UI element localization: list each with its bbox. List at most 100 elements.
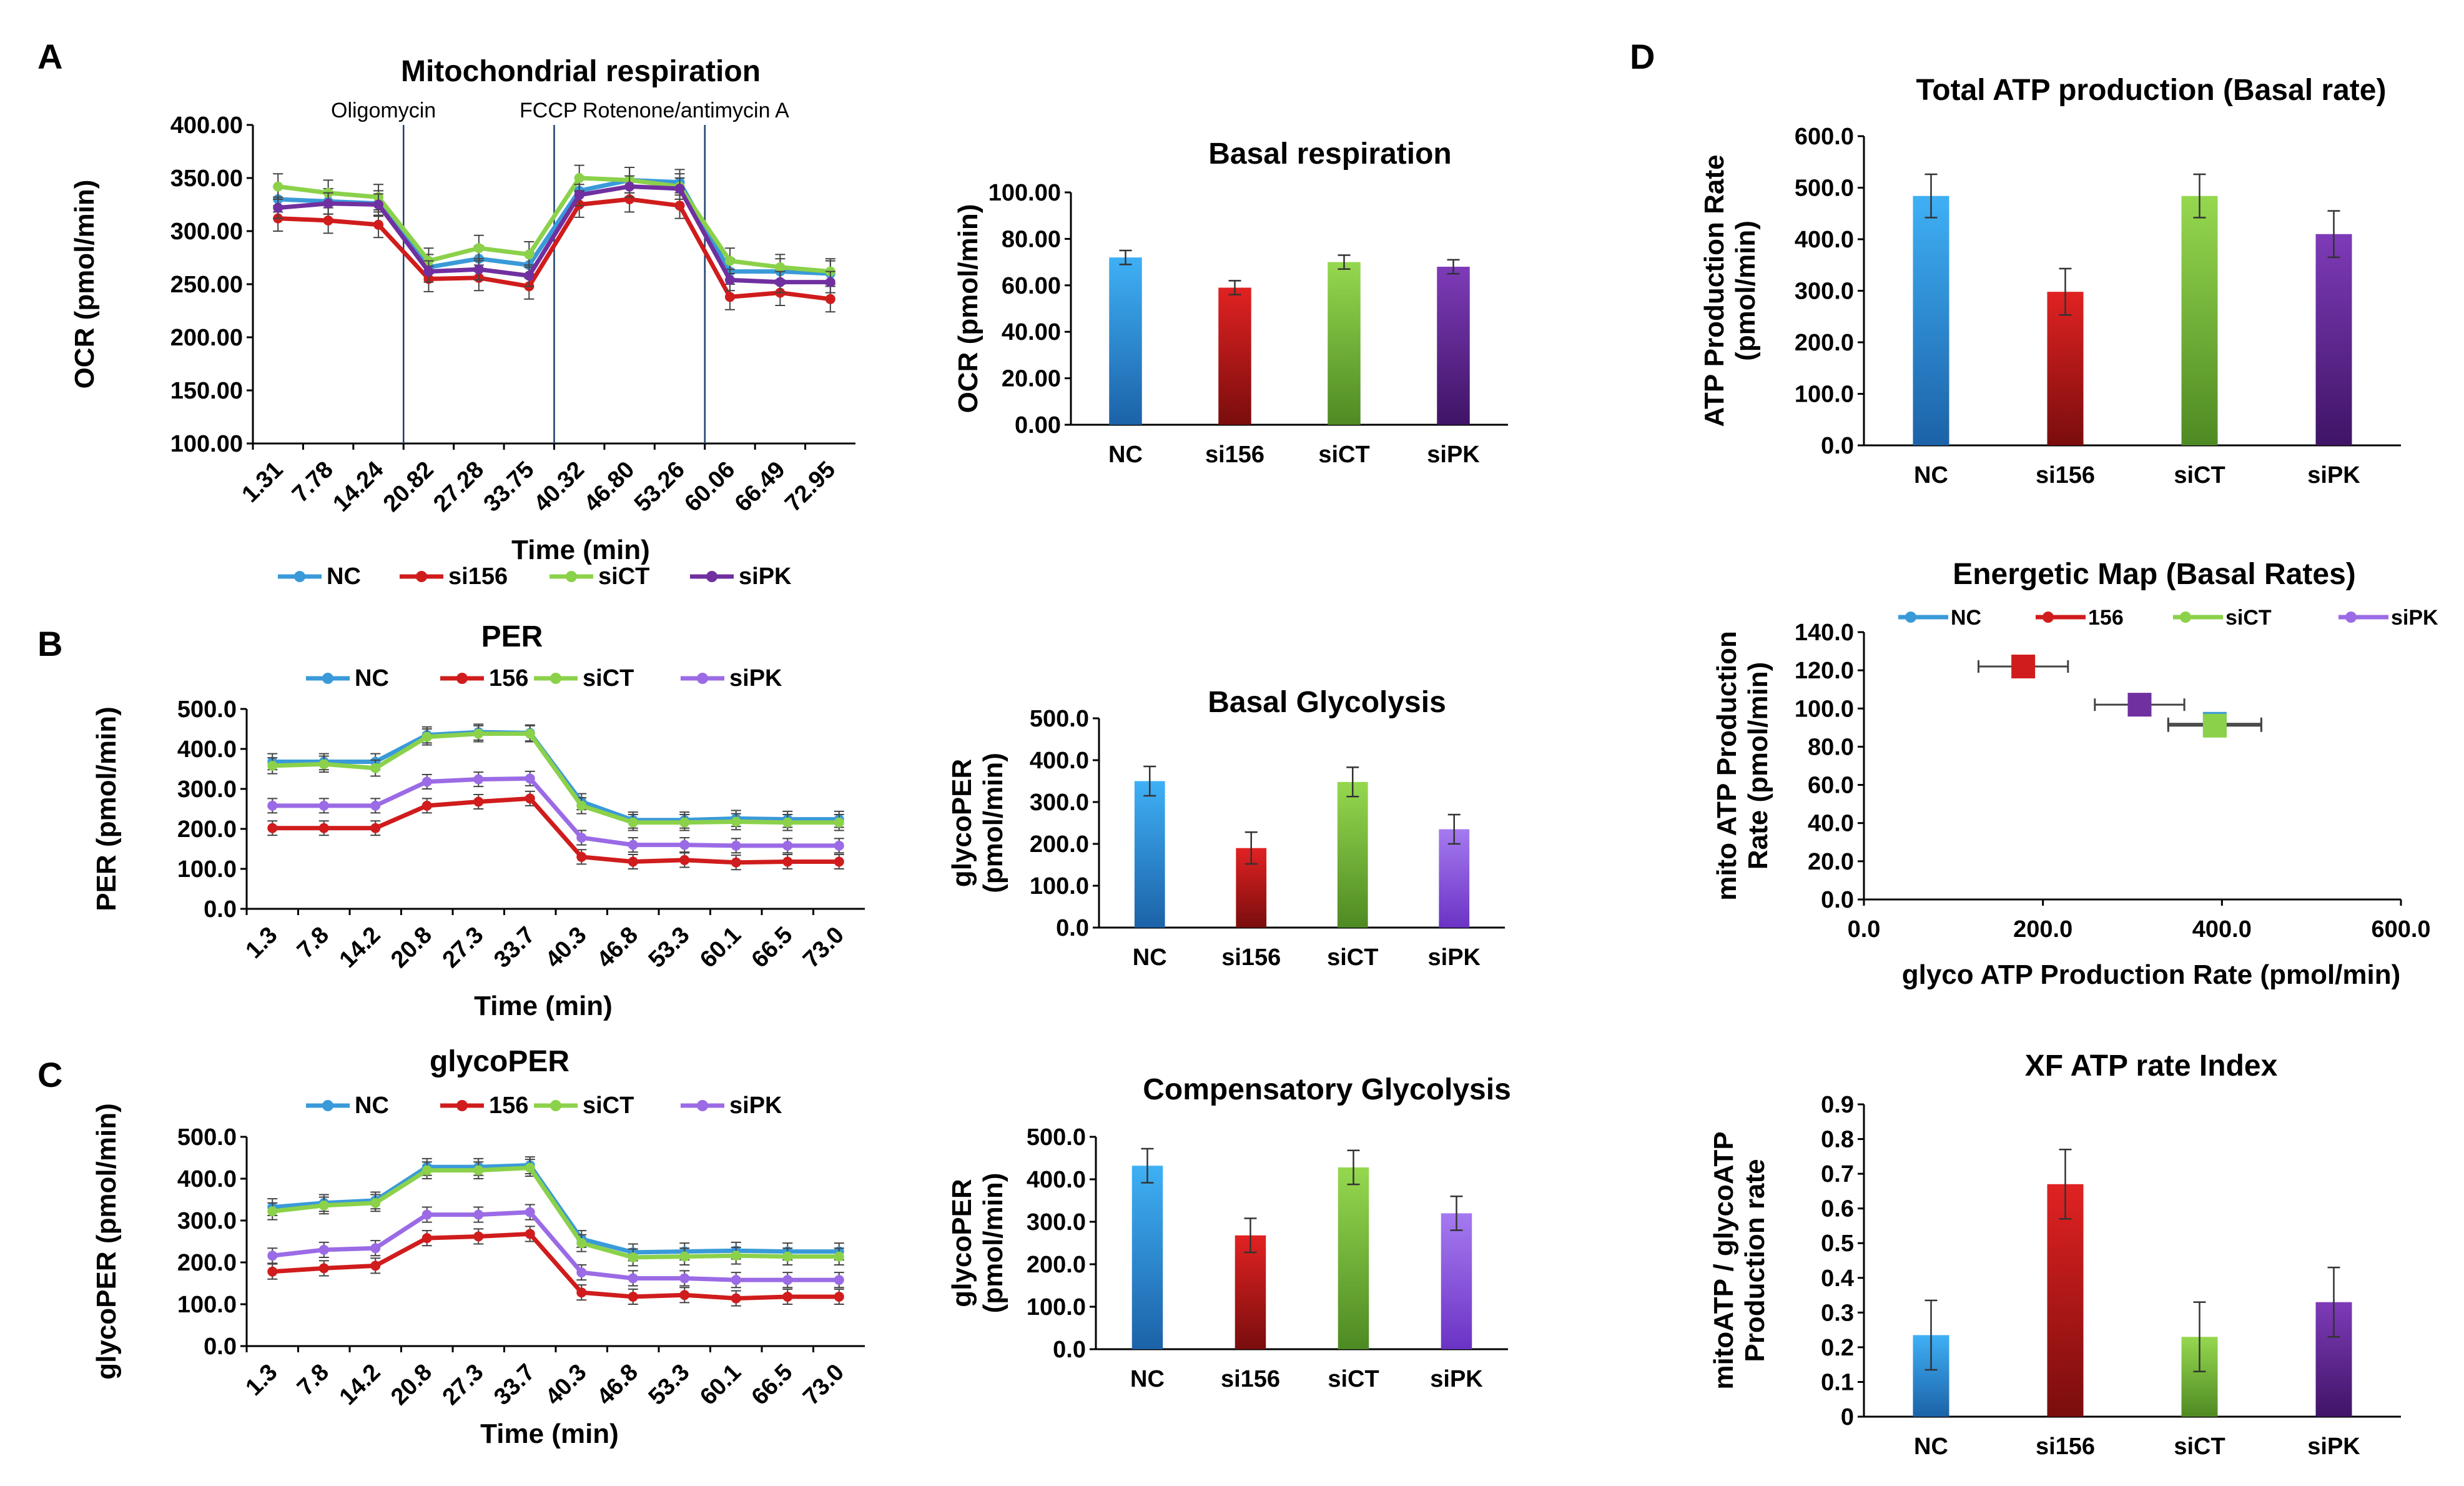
x-tick-label-siPK: siPK	[1427, 442, 1480, 468]
x-tick-label: 46.80	[579, 457, 640, 517]
data-point-siPK	[574, 190, 584, 201]
y-tick-label: 500.0	[1030, 706, 1089, 732]
compensatory-glycolysis-chart: 0.0 100.0 200.0 300.0 400.0 500.0 Compensatory…	[947, 1073, 1511, 1392]
y-tick-label: 0.7	[1821, 1161, 1854, 1187]
x-tick-label: 73.0	[798, 922, 849, 973]
x-tick-label: 27.3	[438, 922, 489, 973]
data-point-156	[370, 1261, 381, 1271]
x-tick-label: 33.7	[489, 1359, 540, 1410]
bar-siCT	[2181, 196, 2218, 445]
y-tick-label: 200.00	[170, 325, 243, 351]
data-point-156	[267, 1266, 278, 1277]
data-point-156	[525, 1229, 535, 1239]
x-axis-label: Time (min)	[474, 991, 613, 1021]
data-point-siCT	[473, 1165, 484, 1176]
chart-title: XF ATP rate Index	[2025, 1049, 2278, 1082]
data-point-siPK	[267, 800, 278, 811]
x-tick-label-si156: si156	[2036, 1434, 2095, 1460]
data-point-siPK	[825, 277, 835, 287]
data-point-siCT	[318, 1200, 329, 1211]
data-point-156	[421, 800, 432, 811]
chart-title: Total ATP production (Basal rate)	[1916, 74, 2387, 107]
y-axis-label-line2: (pmol/min)	[978, 753, 1008, 893]
y-tick-label: 500.0	[177, 1124, 237, 1151]
data-point-156	[679, 1290, 690, 1300]
data-point-siPK	[473, 1209, 484, 1220]
y-tick-label: 0.0	[1056, 915, 1089, 941]
x-tick-label: 7.8	[292, 1359, 334, 1401]
legend-label-NC: NC	[1951, 606, 1981, 630]
y-tick-label: 200.0	[1795, 330, 1854, 356]
legend-label-siPK: siPK	[729, 665, 782, 691]
x-tick-label-siPK: siPK	[2307, 462, 2360, 488]
data-point-siPK	[628, 840, 638, 850]
y-tick-label: 40.00	[1002, 319, 1061, 345]
data-point-siPK	[679, 840, 690, 850]
legend-label-siCT: siCT	[583, 665, 634, 691]
data-point-siCT	[628, 817, 638, 828]
data-point-156	[834, 1291, 844, 1302]
y-tick-label: 0.00	[1015, 412, 1061, 438]
series-line-156	[272, 796, 839, 865]
x-tick-label: 200.0	[2013, 916, 2072, 943]
y-tick-label: 350.00	[170, 166, 243, 192]
x-tick-label-siPK: siPK	[1428, 944, 1481, 971]
legend-label-siCT: siCT	[583, 1092, 634, 1119]
x-tick-label-si156: si156	[1221, 944, 1281, 971]
panel-label-b: B	[37, 624, 62, 663]
data-point-156	[370, 823, 381, 833]
y-axis-label: mito ATP ProductionRate (pmol/min)	[1712, 631, 1773, 901]
y-tick-label: 0.2	[1821, 1335, 1854, 1361]
x-tick-label: 27.28	[428, 457, 489, 517]
y-tick-label: 0.0	[204, 1334, 237, 1360]
panel-label-a: A	[37, 37, 62, 76]
x-tick-label: 27.3	[438, 1359, 489, 1410]
data-point-siPK	[421, 1209, 432, 1220]
x-tick-label: 20.8	[386, 922, 437, 973]
data-point-siPK	[421, 776, 432, 787]
y-axis-label: glycoPER(pmol/min)	[947, 753, 1008, 893]
x-tick-label: 14.2	[335, 1359, 386, 1410]
x-tick-label-si156: si156	[1205, 442, 1264, 468]
data-point-siPK	[624, 181, 635, 192]
y-tick-label: 400.0	[177, 1166, 237, 1192]
data-point-si156	[373, 219, 384, 230]
x-tick-label: 53.3	[644, 1359, 695, 1410]
data-point-156	[421, 1233, 432, 1244]
x-tick-label: 46.8	[592, 1359, 643, 1410]
data-point-siCT	[421, 731, 432, 742]
y-tick-label: 400.0	[1795, 227, 1854, 253]
x-tick-label: 40.32	[529, 457, 589, 517]
series-line-siPK	[272, 776, 839, 848]
x-tick-label: 66.5	[747, 1359, 798, 1410]
legend-marker-siCT	[550, 1100, 561, 1111]
y-tick-label: 400.0	[1030, 748, 1089, 774]
legend-label-si156: si156	[448, 563, 508, 590]
y-tick-label: 300.0	[177, 776, 237, 803]
y-tick-label: 200.0	[1030, 831, 1089, 858]
y-axis-label-line1: mitoATP / glycoATP	[1708, 1131, 1739, 1389]
chart-title: Energetic Map (Basal Rates)	[1953, 558, 2356, 591]
data-point-siCT	[731, 1251, 741, 1261]
y-tick-label: 0.3	[1821, 1300, 1854, 1326]
total-atp-production-chart: 0.0 100.0 200.0 300.0 400.0 500.0 600.0 Total A…	[1699, 74, 2401, 488]
y-tick-label: 0	[1841, 1404, 1854, 1430]
data-point-siPK	[267, 1251, 278, 1261]
legend-label-156: 156	[489, 1092, 528, 1119]
y-tick-label: 0.1	[1821, 1369, 1854, 1395]
chart-title: PER	[481, 620, 543, 653]
data-point-siCT	[370, 763, 381, 773]
data-point-siCT	[318, 759, 329, 770]
y-axis-label-line2: Production rate	[1740, 1159, 1770, 1362]
data-point-siPK	[782, 1275, 793, 1285]
x-tick-label-siPK: siPK	[1430, 1366, 1483, 1392]
legend-marker-siPK	[2345, 612, 2357, 623]
y-tick-label: 300.00	[170, 219, 243, 245]
y-tick-label: 400.00	[170, 112, 243, 139]
y-tick-label: 400.0	[1027, 1167, 1086, 1193]
x-tick-label-NC: NC	[1133, 944, 1167, 971]
data-point-siPK	[318, 1244, 329, 1255]
data-point-siPK	[524, 270, 535, 281]
x-axis-label: glyco ATP Production Rate (pmol/min)	[1902, 959, 2401, 990]
